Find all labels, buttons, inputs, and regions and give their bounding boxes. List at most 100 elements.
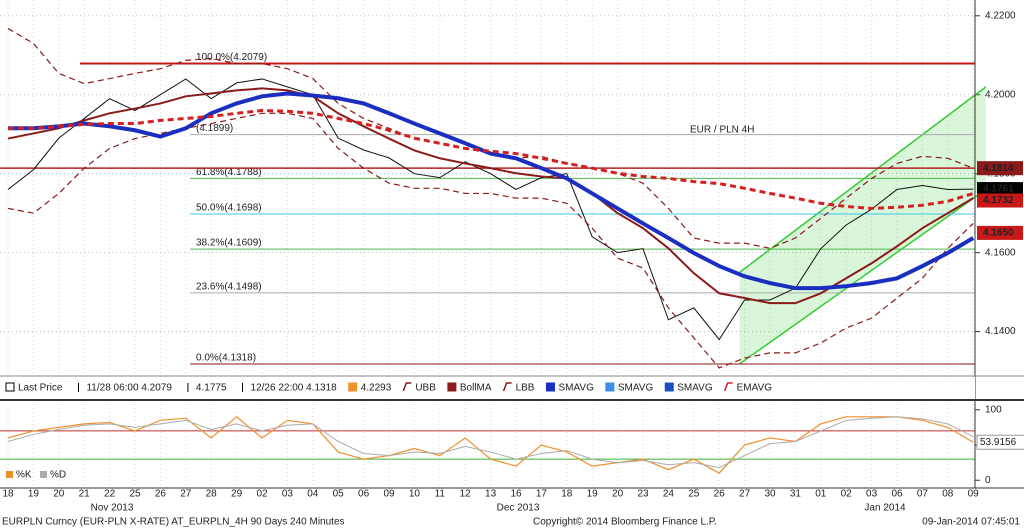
legend-label: Last Price	[18, 383, 63, 394]
y-tick-label: 4.2000	[985, 89, 1016, 100]
fib-label: 61.8%(4.1788)	[196, 167, 262, 178]
x-tick-label: 10	[409, 489, 421, 500]
x-tick-label: 03	[282, 489, 294, 500]
legend-label: 11/28 06:00 4.2079	[86, 383, 172, 394]
x-tick-label: 02	[256, 489, 268, 500]
x-tick-label: 28	[206, 489, 218, 500]
chart-title: EUR / PLN 4H	[690, 125, 754, 136]
price-tag	[977, 182, 1023, 197]
trend-channel	[739, 86, 986, 364]
legend-label: %D	[50, 470, 66, 481]
x-tick-label: 20	[53, 489, 65, 500]
price-tag-label: 4.1761	[983, 184, 1014, 195]
legend-swatch	[402, 382, 412, 392]
legend-swatch	[545, 382, 555, 392]
y-tick-label: 4.2200	[985, 10, 1016, 21]
x-tick-label: 27	[180, 489, 192, 500]
legend-swatch	[5, 382, 15, 392]
x-tick-label: 25	[688, 489, 700, 500]
x-tick-label: 29	[231, 489, 243, 500]
x-tick-label: 12	[460, 489, 472, 500]
fib-label: (4.1899)	[196, 123, 233, 134]
x-tick-label: 30	[764, 489, 776, 500]
legend-swatch	[40, 471, 47, 478]
legend-label: BollMA	[460, 383, 492, 394]
legend-label: 12/26 22:00 4.1318	[251, 383, 338, 394]
legend-label: 4.2293	[361, 383, 392, 394]
legend-label: EMAVG	[737, 383, 773, 394]
legend-swatch	[502, 382, 512, 392]
fib-label: 38.2%(4.1609)	[196, 238, 262, 249]
x-tick-label: 18	[2, 489, 14, 500]
legend-swatch	[723, 382, 733, 392]
x-tick-label: 20	[612, 489, 624, 500]
price-tag-label: 4.1814	[983, 163, 1014, 174]
x-tick-label: 06	[891, 489, 903, 500]
legend-label: LBB	[516, 383, 535, 394]
y-tick-label: 0	[985, 475, 991, 486]
legend-label: %K	[16, 470, 32, 481]
legend-label: 4.1775	[196, 383, 227, 394]
month-label: Jan 2014	[864, 503, 906, 514]
month-label: Nov 2013	[91, 503, 134, 514]
x-tick-label: 02	[841, 489, 853, 500]
footer-center: Copyright© 2014 Bloomberg Finance L.P.	[533, 517, 717, 528]
fib-label: 100.0%(4.2079)	[196, 52, 267, 63]
x-tick-label: 16	[510, 489, 522, 500]
x-tick-label: 03	[866, 489, 878, 500]
legend-swatch	[447, 382, 457, 392]
series-line	[8, 109, 974, 210]
y-tick-label: 100	[985, 404, 1002, 415]
fib-label: 50.0%(4.1698)	[196, 203, 262, 214]
price-tag-label: 4.1650	[983, 228, 1014, 239]
x-tick-label: 17	[536, 489, 548, 500]
x-tick-label: 11	[435, 489, 446, 500]
channel-line	[739, 188, 987, 365]
x-tick-label: 24	[663, 489, 675, 500]
legend-label: SMAVG	[618, 383, 654, 394]
legend-swatch	[664, 382, 674, 392]
x-tick-label: 26	[155, 489, 167, 500]
price-tag	[977, 161, 1023, 176]
legend-label: UBB	[415, 383, 436, 394]
series-line	[7, 416, 974, 469]
x-tick-label: 09	[968, 489, 980, 500]
x-tick-label: 19	[28, 489, 40, 500]
series-line	[7, 78, 974, 341]
x-tick-label: 27	[739, 489, 751, 500]
x-tick-label: 09	[383, 489, 395, 500]
x-tick-label: 07	[917, 489, 929, 500]
x-tick-label: 21	[79, 489, 91, 500]
legend-swatch	[348, 382, 358, 392]
month-label: Dec 2013	[497, 503, 540, 514]
y-tick-label: 4.1400	[985, 326, 1016, 337]
series-line	[8, 91, 975, 291]
x-tick-label: 26	[714, 489, 726, 500]
legend-swatch	[605, 382, 615, 392]
legend-label: SMAVG	[677, 383, 713, 394]
price-tag	[977, 193, 1023, 208]
legend-swatch	[6, 471, 13, 478]
series-line	[7, 416, 974, 474]
x-tick-label: 31	[790, 489, 802, 500]
x-tick-label: 19	[587, 489, 599, 500]
x-tick-label: 05	[333, 489, 345, 500]
y-tick-label: 4.1600	[985, 247, 1016, 258]
footer-right: 09-Jan-2014 07:45:01	[922, 517, 1020, 528]
price-tag-label: 4.1732	[983, 195, 1014, 206]
channel-line	[739, 86, 987, 273]
x-tick-label: 13	[485, 489, 497, 500]
x-tick-label: 04	[307, 489, 319, 500]
x-tick-label: 25	[129, 489, 141, 500]
x-tick-label: 18	[561, 489, 573, 500]
legend-label: SMAVG	[558, 383, 594, 394]
x-tick-label: 01	[815, 489, 827, 500]
x-tick-label: 06	[358, 489, 370, 500]
x-tick-label: 23	[637, 489, 649, 500]
fib-label: 23.6%(4.1498)	[196, 282, 262, 293]
value-tag-label: 53.9156	[980, 437, 1017, 448]
x-tick-label: 22	[104, 489, 116, 500]
value-tag	[976, 434, 1024, 450]
